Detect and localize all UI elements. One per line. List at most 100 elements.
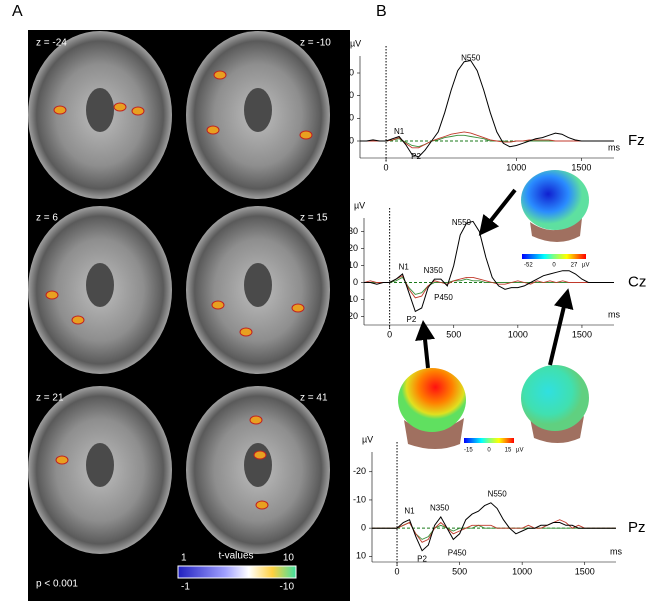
topo-label: 0 [487, 448, 491, 454]
y-tick-label: -10 [353, 494, 366, 504]
activation [291, 303, 305, 313]
peak-label: N350 [424, 266, 444, 275]
x-tick-label: 0 [387, 329, 392, 339]
erp-line [372, 519, 616, 543]
electrode-label: Cz [628, 274, 646, 291]
activation [206, 125, 220, 135]
slice-label: z = 6 [36, 213, 58, 224]
y-tick-label: -40 [341, 90, 354, 100]
peak-label: N1 [399, 262, 410, 271]
peak-label: P2 [411, 152, 421, 161]
y-tick-label: -60 [341, 67, 354, 77]
y-tick-label: 20 [348, 311, 358, 321]
topo-label: -15 [464, 448, 473, 454]
x-tick-label: 1500 [572, 329, 592, 339]
x-tick-label: 0 [384, 162, 389, 172]
ventricle [86, 88, 114, 132]
x-tick-label: 1000 [506, 162, 526, 172]
y-tick-label: 0 [353, 277, 358, 287]
slice-label: z = -10 [300, 38, 331, 49]
erp-line [372, 521, 616, 540]
activation [53, 105, 67, 115]
panel-label: B [376, 3, 387, 20]
brain-slices: z = -24 z = -10 z = 6 z = 15 z = 21 z = 41 [28, 31, 331, 554]
peak-label: N550 [461, 53, 481, 62]
erp-line [360, 59, 614, 158]
slice-label: z = 41 [300, 393, 328, 404]
topo-label: µV [582, 263, 589, 269]
electrode-label: Fz [628, 132, 645, 149]
activation [113, 102, 127, 112]
peak-label: P2 [407, 315, 417, 324]
electrode-label: Pz [628, 519, 646, 536]
activation [249, 415, 263, 425]
activation [131, 106, 145, 116]
y-tick-label: 0 [349, 135, 354, 145]
x-tick-label: 1500 [575, 566, 595, 576]
ventricle [86, 443, 114, 487]
ventricle [244, 443, 272, 487]
y-tick-label: 10 [348, 294, 358, 304]
peak-label: N1 [404, 506, 415, 515]
y-tick-label: 10 [356, 551, 366, 561]
y-axis-label: µV [350, 38, 361, 48]
erp-line [363, 275, 614, 299]
peak-label: P450 [448, 549, 467, 558]
slice-label: z = 15 [300, 213, 328, 224]
slice-label: z = 21 [36, 393, 64, 404]
x-axis-label: ms [608, 309, 620, 319]
peak-label: P450 [434, 293, 453, 302]
erp-line [364, 276, 614, 295]
y-tick-label: -20 [341, 113, 354, 123]
colorbar-label: 10 [283, 553, 295, 564]
y-tick-label: -20 [353, 466, 366, 476]
peak-label: N350 [430, 504, 450, 513]
peak-label: N1 [394, 127, 405, 136]
topomap [398, 288, 589, 449]
x-tick-label: 0 [395, 566, 400, 576]
topo-label: 0 [552, 263, 556, 269]
x-axis-label: ms [610, 546, 622, 556]
activation [71, 315, 85, 325]
threshold: p < 0.001 [36, 579, 78, 590]
peak-label: N550 [452, 218, 472, 227]
ventricle [86, 263, 114, 307]
y-tick-label: 0 [361, 523, 366, 533]
topo-label: 15 [505, 448, 512, 454]
activation [45, 290, 59, 300]
y-axis-label: µV [354, 200, 365, 210]
activation [255, 500, 269, 510]
panel-label: A [12, 3, 23, 20]
x-tick-label: 1000 [512, 566, 532, 576]
y-axis-label: µV [362, 434, 373, 444]
activation [253, 450, 267, 460]
x-tick-label: 500 [446, 329, 461, 339]
topo-label: µV [516, 448, 523, 454]
ventricle [244, 88, 272, 132]
y-tick-label: -20 [345, 243, 358, 253]
activation [55, 455, 69, 465]
colorbar-title: t-values [218, 551, 253, 562]
x-tick-label: 1500 [571, 162, 591, 172]
erp-line [364, 220, 614, 313]
topo-label: 27 [571, 263, 578, 269]
colorbar-label: -10 [280, 582, 295, 593]
x-tick-label: 1000 [508, 329, 528, 339]
erp-line [372, 502, 616, 552]
activation [211, 300, 225, 310]
x-axis-label: ms [608, 142, 620, 152]
colorbar [177, 565, 297, 579]
ventricle [244, 263, 272, 307]
activation [213, 70, 227, 80]
topomap [478, 170, 589, 259]
y-tick-label: -30 [345, 226, 358, 236]
x-tick-label: 500 [452, 566, 467, 576]
peak-label: N550 [488, 489, 508, 498]
slice-label: z = -24 [36, 38, 67, 49]
activation [239, 327, 253, 337]
peak-label: P2 [417, 554, 427, 563]
colorbar-label: 1 [181, 553, 187, 564]
topo-label: -52 [524, 263, 533, 269]
